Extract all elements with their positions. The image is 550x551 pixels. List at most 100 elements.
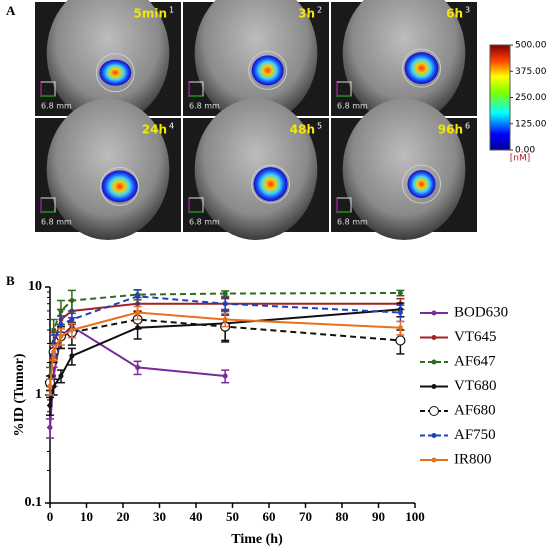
roi (402, 164, 442, 204)
legend-label: BOD630 (454, 304, 508, 320)
colorbar-tick-label: 375.00 (515, 67, 547, 77)
point (135, 310, 141, 316)
point (58, 333, 64, 339)
point (222, 301, 228, 307)
signal (253, 167, 288, 202)
signal (407, 170, 436, 199)
scale-label: 6.8 mm (337, 218, 368, 227)
time-label: 24h (142, 123, 167, 137)
legend-label: VT645 (454, 329, 497, 345)
image-panel: 6.8 mm 96h 6 (331, 98, 477, 240)
image-panel: 6.8 mm 6h 3 (331, 0, 477, 124)
scale-label: 6.8 mm (337, 102, 368, 111)
colorbar (489, 44, 511, 151)
point (47, 425, 53, 431)
time-label: 6h (446, 7, 463, 21)
y-axis-label: %ID (Tumor) (12, 353, 27, 436)
point (397, 310, 403, 316)
roi (402, 48, 442, 88)
scale-label: 6.8 mm (189, 102, 220, 111)
colorbar-tick-label: 125.00 (515, 119, 547, 129)
y-tick-label: 0.1 (25, 495, 43, 510)
point (395, 335, 406, 346)
legend-label: AF680 (454, 402, 496, 418)
point (135, 293, 141, 299)
point (135, 364, 141, 370)
time-label: 3h (298, 7, 315, 21)
image-panel: 6.8 mm 48h 5 (183, 98, 329, 240)
x-tick-label: 0 (47, 509, 54, 524)
legend-marker (429, 406, 439, 416)
time-label: 96h (438, 123, 463, 137)
legend-label: VT680 (454, 378, 497, 394)
legend-label: IR800 (454, 451, 492, 467)
mouse-body (342, 98, 466, 240)
legend-label: AF750 (454, 427, 496, 443)
point (51, 349, 57, 355)
time-label: 48h (290, 123, 315, 137)
point (222, 373, 228, 379)
scale-label: 6.8 mm (41, 218, 72, 227)
image-panel: 6.8 mm 5min 1 (35, 0, 181, 124)
scale-label: 6.8 mm (189, 218, 220, 227)
signal (99, 59, 132, 86)
image-panel: 6.8 mm 3h 2 (183, 0, 329, 124)
legend-marker (431, 310, 437, 316)
image-index: 4 (169, 122, 174, 131)
image-index: 6 (465, 122, 470, 131)
point (69, 353, 75, 359)
panel-label: B (6, 273, 15, 288)
mouse-body (46, 98, 170, 240)
point (69, 327, 75, 333)
roi (100, 166, 140, 206)
x-tick-label: 20 (117, 509, 130, 524)
legend-marker (431, 433, 437, 438)
point (222, 291, 228, 297)
time-label: 5min (133, 7, 167, 21)
image-index: 2 (317, 6, 322, 15)
image-index: 5 (317, 122, 322, 131)
point (51, 327, 57, 333)
legend-marker (431, 335, 437, 340)
x-tick-label: 100 (405, 509, 425, 524)
x-tick-label: 90 (372, 509, 385, 524)
point (222, 317, 228, 323)
x-tick-label: 70 (299, 509, 312, 524)
colorbar-unit: [nM] (510, 154, 531, 164)
point (58, 373, 64, 379)
point (397, 290, 403, 296)
signal (404, 52, 439, 85)
roi (248, 50, 288, 90)
roi (95, 53, 135, 93)
point (69, 297, 75, 303)
colorbar-tick-label: 250.00 (515, 93, 547, 103)
x-tick-label: 60 (263, 509, 276, 524)
legend-label: AF647 (454, 353, 496, 369)
image-panel: 6.8 mm 24h 4 (35, 98, 181, 240)
y-tick-label: 10 (28, 279, 42, 294)
x-axis-label: Time (h) (231, 532, 283, 547)
series-line (49, 325, 226, 428)
point (47, 383, 53, 389)
legend-marker (431, 384, 437, 389)
x-tick-label: 50 (226, 509, 239, 524)
x-tick-label: 10 (80, 509, 93, 524)
point (69, 317, 75, 323)
legend-marker (431, 457, 437, 463)
scale-label: 6.8 mm (41, 102, 72, 111)
colorbar-tick-label: 0.00 (515, 146, 535, 156)
point (47, 402, 53, 408)
x-tick-label: 40 (190, 509, 203, 524)
image-index: 3 (465, 6, 470, 15)
panel-label: A (6, 3, 16, 18)
x-tick-label: 80 (336, 509, 349, 524)
legend-marker (431, 359, 437, 365)
signal (101, 170, 138, 203)
colorbar-tick-label: 500.00 (515, 41, 547, 51)
point (58, 321, 64, 327)
point (397, 325, 403, 331)
point (58, 308, 64, 314)
y-tick-label: 1 (35, 387, 42, 402)
roi (251, 164, 291, 204)
